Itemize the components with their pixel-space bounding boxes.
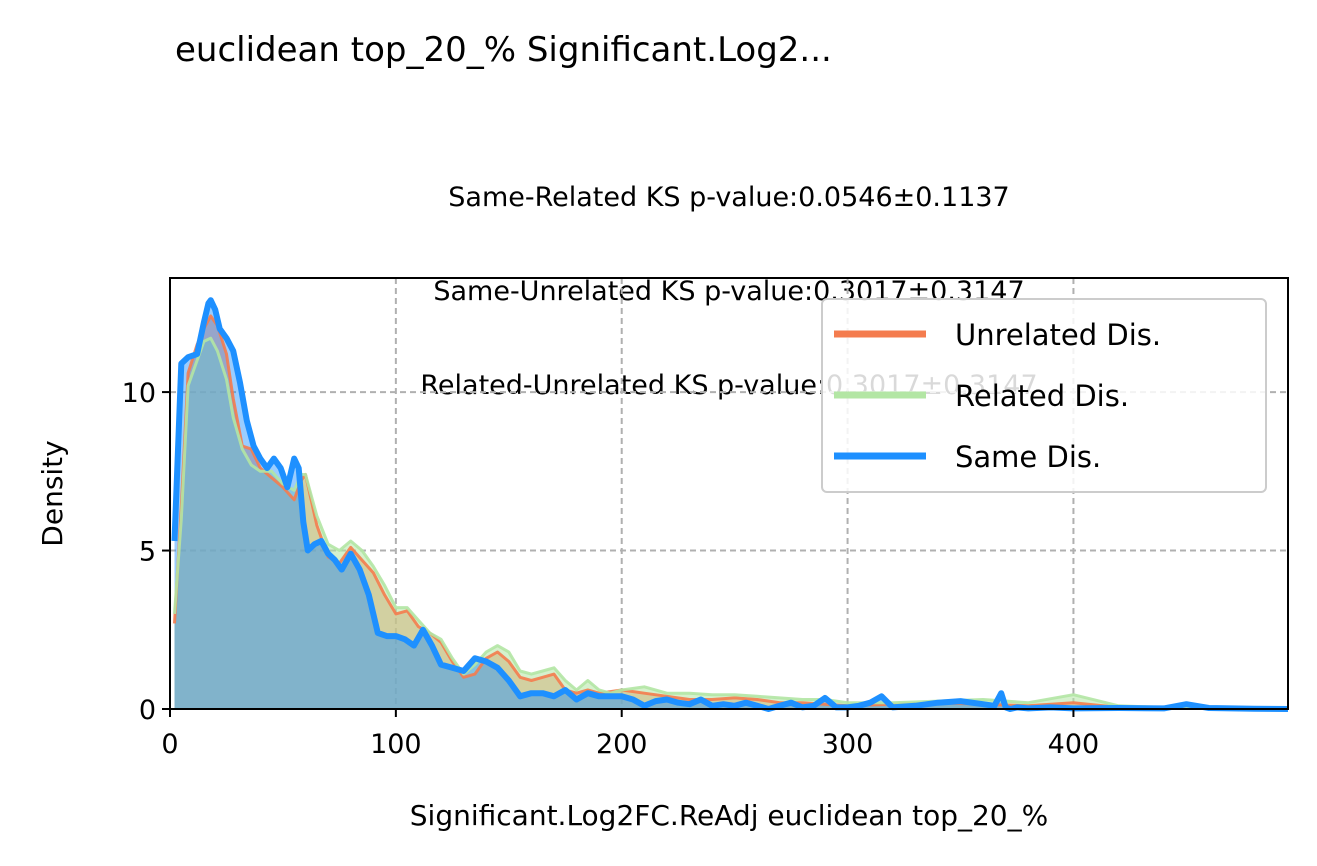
y-tick-label-10: 10 bbox=[122, 378, 156, 409]
chart-title: euclidean top_20_% Significant.Log2... bbox=[175, 30, 832, 70]
plot-frame bbox=[169, 277, 1289, 710]
area-related bbox=[174, 338, 1288, 709]
density-lines bbox=[171, 297, 1289, 712]
x-tick-label-100: 100 bbox=[370, 729, 422, 760]
subtitle-line-1: Same-Related KS p-value:0.0546±0.1137 bbox=[448, 182, 1010, 213]
legend: Unrelated Dis. Related Dis. Same Dis. bbox=[821, 298, 1267, 493]
legend-box bbox=[821, 298, 1267, 493]
line-same bbox=[171, 297, 1289, 712]
x-tick-label-200: 200 bbox=[596, 729, 648, 760]
density-areas bbox=[174, 300, 1288, 709]
y-tick-label-5: 5 bbox=[139, 537, 156, 568]
x-tick-label-300: 300 bbox=[822, 729, 874, 760]
y-tick-label-0: 0 bbox=[139, 695, 156, 726]
x-tick-label-0: 0 bbox=[161, 729, 178, 760]
x-axis-label: Significant.Log2FC.ReAdj euclidean top_2… bbox=[410, 799, 1048, 832]
y-axis-label: Density bbox=[36, 440, 69, 546]
subtitle-line-2: Same-Unrelated KS p-value:0.3017±0.3147 bbox=[433, 276, 1025, 307]
x-tick-label-400: 400 bbox=[1048, 729, 1100, 760]
legend-label-unrelated: Unrelated Dis. bbox=[955, 318, 1161, 352]
area-same bbox=[174, 300, 1288, 709]
legend-label-same: Same Dis. bbox=[955, 440, 1101, 474]
y-axis-ticks: 0 5 10 bbox=[122, 378, 170, 726]
legend-label-related: Related Dis. bbox=[955, 379, 1129, 413]
x-axis-ticks: 0 100 200 300 400 bbox=[161, 709, 1099, 760]
